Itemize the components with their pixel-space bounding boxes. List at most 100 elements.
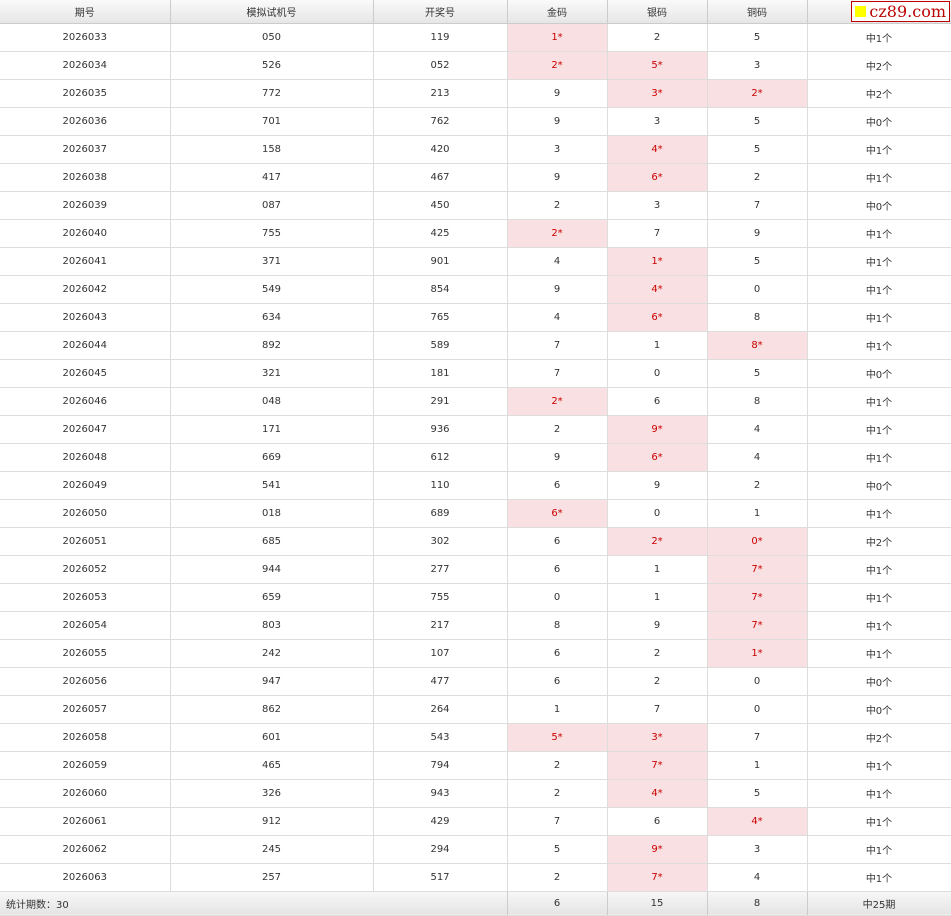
cell-draw-number: 854 (373, 275, 508, 304)
cell-draw-number: 052 (373, 51, 508, 80)
cell-copper: 5 (707, 779, 808, 808)
cell-silver: 3 (607, 191, 708, 220)
cell-silver: 6* (607, 163, 708, 192)
cell-sim-number: 257 (170, 863, 374, 892)
cell-draw-number: 217 (373, 611, 508, 640)
cell-gold: 6 (507, 667, 608, 696)
cell-sim-number: 526 (170, 51, 374, 80)
yellow-square-icon (855, 6, 867, 17)
table-row: 2026034 526 052 2* 5* 3 中2个 (0, 51, 951, 80)
cell-issue: 2026033 (0, 23, 171, 52)
cell-copper: 4 (707, 415, 808, 444)
cell-issue: 2026054 (0, 611, 171, 640)
table-row: 2026033 050 119 1* 2 5 中1个 (0, 23, 951, 52)
table-row: 2026053 659 755 0 1 7* 中1个 (0, 583, 951, 612)
header-sim-number[interactable]: 模拟试机号 (170, 0, 374, 24)
cell-copper: 1* (707, 639, 808, 668)
cell-gold: 1 (507, 695, 608, 724)
cell-silver: 5* (607, 51, 708, 80)
cell-draw-number: 589 (373, 331, 508, 360)
cell-copper: 4* (707, 807, 808, 836)
cell-silver: 1 (607, 583, 708, 612)
cell-silver: 9 (607, 611, 708, 640)
cell-draw-number: 277 (373, 555, 508, 584)
cell-draw-number: 110 (373, 471, 508, 500)
table-row: 2026049 541 110 6 9 2 中0个 (0, 471, 951, 500)
cell-draw-number: 762 (373, 107, 508, 136)
cell-result: 中1个 (807, 303, 951, 332)
cell-result: 中1个 (807, 863, 951, 892)
table-row: 2026048 669 612 9 6* 4 中1个 (0, 443, 951, 472)
cell-result: 中1个 (807, 555, 951, 584)
cell-result: 中1个 (807, 23, 951, 52)
cell-sim-number: 048 (170, 387, 374, 416)
cell-issue: 2026052 (0, 555, 171, 584)
cell-gold: 6 (507, 527, 608, 556)
cell-result: 中0个 (807, 471, 951, 500)
cell-issue: 2026055 (0, 639, 171, 668)
cell-copper: 8 (707, 303, 808, 332)
cell-issue: 2026051 (0, 527, 171, 556)
cell-copper: 0* (707, 527, 808, 556)
cell-draw-number: 517 (373, 863, 508, 892)
cell-silver: 6 (607, 807, 708, 836)
cell-result: 中0个 (807, 667, 951, 696)
cell-sim-number: 634 (170, 303, 374, 332)
cell-sim-number: 601 (170, 723, 374, 752)
table-row: 2026062 245 294 5 9* 3 中1个 (0, 835, 951, 864)
cell-silver: 7 (607, 695, 708, 724)
cell-issue: 2026063 (0, 863, 171, 892)
cell-silver: 9 (607, 471, 708, 500)
cell-silver: 7* (607, 751, 708, 780)
table-row: 2026046 048 291 2* 6 8 中1个 (0, 387, 951, 416)
cell-silver: 7* (607, 863, 708, 892)
table-row: 2026050 018 689 6* 0 1 中1个 (0, 499, 951, 528)
table-row: 2026035 772 213 9 3* 2* 中2个 (0, 79, 951, 108)
cell-draw-number: 420 (373, 135, 508, 164)
table-row: 2026036 701 762 9 3 5 中0个 (0, 107, 951, 136)
header-gold[interactable]: 金码 (507, 0, 608, 24)
table-row: 2026060 326 943 2 4* 5 中1个 (0, 779, 951, 808)
table-row: 2026063 257 517 2 7* 4 中1个 (0, 863, 951, 892)
header-issue[interactable]: 期号 (0, 0, 171, 24)
table-row: 2026043 634 765 4 6* 8 中1个 (0, 303, 951, 332)
cell-sim-number: 018 (170, 499, 374, 528)
cell-copper: 5 (707, 107, 808, 136)
cell-gold: 0 (507, 583, 608, 612)
table-row: 2026038 417 467 9 6* 2 中1个 (0, 163, 951, 192)
cell-silver: 3* (607, 79, 708, 108)
cell-gold: 2* (507, 387, 608, 416)
table-row: 2026051 685 302 6 2* 0* 中2个 (0, 527, 951, 556)
cell-issue: 2026041 (0, 247, 171, 276)
summary-copper: 8 (707, 891, 808, 916)
cell-gold: 9 (507, 79, 608, 108)
cell-gold: 1* (507, 23, 608, 52)
cell-sim-number: 862 (170, 695, 374, 724)
cell-silver: 2 (607, 23, 708, 52)
cell-result: 中2个 (807, 723, 951, 752)
cell-result: 中2个 (807, 527, 951, 556)
cell-gold: 6 (507, 639, 608, 668)
cell-gold: 5* (507, 723, 608, 752)
cell-draw-number: 119 (373, 23, 508, 52)
cell-draw-number: 755 (373, 583, 508, 612)
header-copper[interactable]: 铜码 (707, 0, 808, 24)
cell-draw-number: 213 (373, 79, 508, 108)
cell-draw-number: 901 (373, 247, 508, 276)
cell-draw-number: 429 (373, 807, 508, 836)
cell-draw-number: 943 (373, 779, 508, 808)
table-row: 2026055 242 107 6 2 1* 中1个 (0, 639, 951, 668)
cell-result: 中2个 (807, 79, 951, 108)
cell-silver: 7 (607, 219, 708, 248)
summary-row: 统计期数：30 6 15 8 中25期 (0, 891, 951, 916)
cell-silver: 4* (607, 135, 708, 164)
cell-result: 中1个 (807, 611, 951, 640)
cell-sim-number: 701 (170, 107, 374, 136)
cell-gold: 9 (507, 107, 608, 136)
cell-sim-number: 541 (170, 471, 374, 500)
cell-silver: 1* (607, 247, 708, 276)
header-draw-number[interactable]: 开奖号 (373, 0, 508, 24)
cell-sim-number: 050 (170, 23, 374, 52)
cell-sim-number: 417 (170, 163, 374, 192)
header-silver[interactable]: 银码 (607, 0, 708, 24)
